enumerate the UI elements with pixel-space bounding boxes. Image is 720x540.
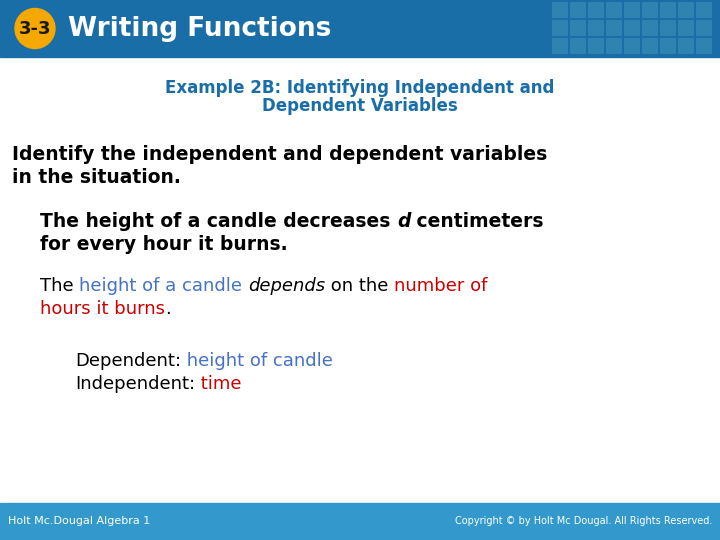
FancyBboxPatch shape: [570, 2, 586, 18]
Circle shape: [15, 9, 55, 49]
Text: depends: depends: [248, 277, 325, 295]
FancyBboxPatch shape: [588, 38, 604, 54]
FancyBboxPatch shape: [570, 20, 586, 36]
Text: The height of a candle decreases: The height of a candle decreases: [40, 212, 397, 231]
Text: Dependent: Dependent: [75, 352, 175, 370]
Text: Independent: Independent: [75, 375, 189, 393]
FancyBboxPatch shape: [678, 20, 694, 36]
Text: Copyright © by Holt Mc Dougal. All Rights Reserved.: Copyright © by Holt Mc Dougal. All Right…: [454, 516, 712, 526]
Text: centimeters: centimeters: [410, 212, 544, 231]
Bar: [0, 503, 720, 540]
FancyBboxPatch shape: [552, 38, 568, 54]
Text: The: The: [40, 277, 79, 295]
FancyBboxPatch shape: [606, 38, 622, 54]
FancyBboxPatch shape: [624, 2, 640, 18]
FancyBboxPatch shape: [588, 20, 604, 36]
FancyBboxPatch shape: [552, 20, 568, 36]
Text: Writing Functions: Writing Functions: [68, 16, 331, 42]
Text: :: :: [175, 352, 181, 370]
FancyBboxPatch shape: [624, 20, 640, 36]
FancyBboxPatch shape: [606, 20, 622, 36]
Text: for every hour it burns.: for every hour it burns.: [40, 235, 287, 254]
FancyBboxPatch shape: [660, 2, 676, 18]
Text: Identify the independent and dependent variables: Identify the independent and dependent v…: [12, 145, 547, 164]
FancyBboxPatch shape: [696, 38, 712, 54]
Text: :: :: [189, 375, 195, 393]
Text: in the situation.: in the situation.: [12, 168, 181, 187]
Text: Dependent Variables: Dependent Variables: [262, 97, 458, 115]
FancyBboxPatch shape: [642, 20, 658, 36]
Text: number of: number of: [395, 277, 487, 295]
FancyBboxPatch shape: [588, 2, 604, 18]
Text: 3-3: 3-3: [19, 19, 51, 37]
FancyBboxPatch shape: [660, 20, 676, 36]
FancyBboxPatch shape: [642, 2, 658, 18]
Text: on the: on the: [325, 277, 395, 295]
FancyBboxPatch shape: [678, 38, 694, 54]
FancyBboxPatch shape: [642, 38, 658, 54]
Text: time: time: [195, 375, 242, 393]
Text: .: .: [165, 300, 171, 318]
FancyBboxPatch shape: [696, 2, 712, 18]
Text: height of candle: height of candle: [181, 352, 333, 370]
FancyBboxPatch shape: [696, 20, 712, 36]
FancyBboxPatch shape: [606, 2, 622, 18]
FancyBboxPatch shape: [660, 38, 676, 54]
Text: hours it burns: hours it burns: [40, 300, 165, 318]
Text: Example 2B: Identifying Independent and: Example 2B: Identifying Independent and: [166, 79, 554, 97]
Text: height of a candle: height of a candle: [79, 277, 243, 295]
FancyBboxPatch shape: [678, 2, 694, 18]
FancyBboxPatch shape: [624, 38, 640, 54]
Bar: [0, 0, 720, 57]
Text: Holt Mc.Dougal Algebra 1: Holt Mc.Dougal Algebra 1: [8, 516, 150, 526]
FancyBboxPatch shape: [552, 2, 568, 18]
Text: d: d: [397, 212, 410, 231]
FancyBboxPatch shape: [570, 38, 586, 54]
